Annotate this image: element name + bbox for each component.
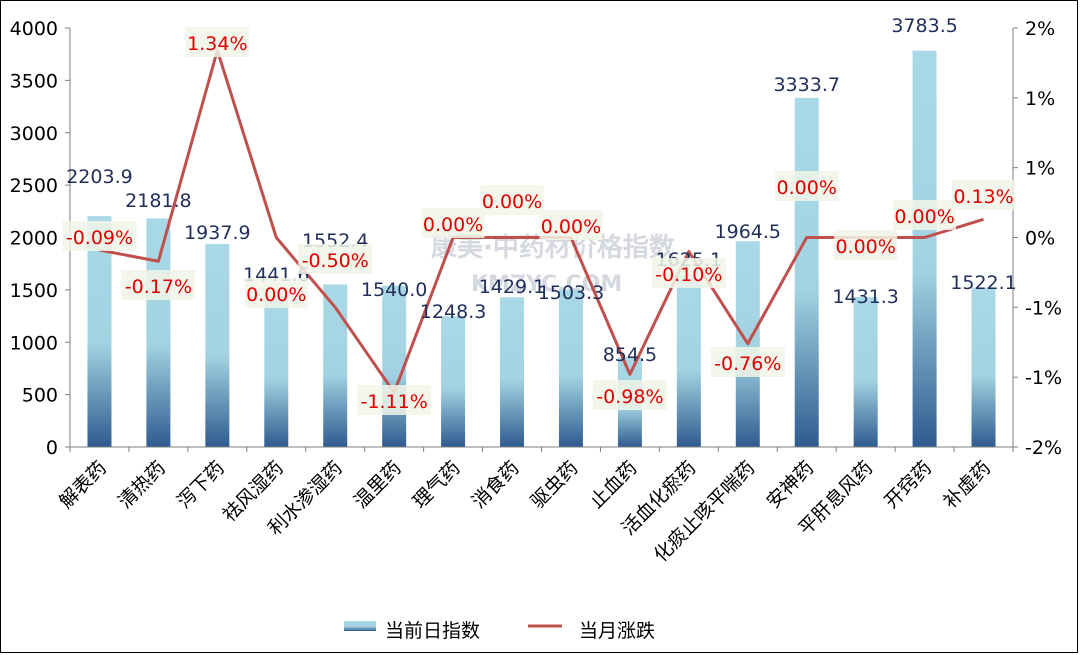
pct-label-4: -0.50%	[302, 250, 369, 272]
pct-label-5: -1.11%	[361, 391, 428, 413]
pct-label-bg-6	[421, 208, 485, 238]
pct-label-bg-10	[651, 258, 726, 288]
x-tick-label-5: 温里药	[350, 457, 406, 513]
bar-series	[87, 50, 996, 447]
y-left-tick-2: 1000	[10, 332, 58, 354]
pct-label-2: 1.34%	[187, 33, 247, 55]
legend-label-bar: 当前日指数	[385, 620, 480, 642]
bar-2	[205, 244, 230, 447]
bar-7	[500, 297, 525, 447]
pct-label-3: 0.00%	[246, 284, 306, 306]
pct-label-14: 0.00%	[894, 206, 954, 228]
bar-value-label-13: 1431.3	[832, 286, 898, 308]
pct-label-bg-14	[893, 200, 957, 230]
pct-label-bg-1	[121, 270, 196, 300]
pct-label-bg-8	[539, 210, 603, 240]
data-labels: 2203.92181.81937.91441.61552.41540.01248…	[62, 15, 1017, 415]
y-left-tick-8: 4000	[10, 18, 58, 40]
pct-label-bg-0	[62, 221, 137, 251]
pct-label-bg-15	[952, 180, 1016, 210]
legend: 当前日指数 当月涨跌	[344, 620, 655, 642]
bar-13	[853, 297, 878, 447]
y-right-tick-5: 1%	[1025, 88, 1055, 110]
pct-label-11: -0.76%	[714, 353, 781, 375]
bar-value-label-0: 2203.9	[66, 166, 132, 188]
bar-value-label-15: 1522.1	[950, 272, 1016, 294]
bar-value-label-14: 3783.5	[891, 15, 957, 37]
x-tick-label-9: 止血药	[586, 457, 642, 513]
bar-value-label-5: 1540.0	[361, 279, 427, 301]
legend-label-line: 当月涨跌	[579, 620, 655, 642]
bar-value-label-9: 854.5	[603, 344, 657, 366]
pct-label-0: -0.09%	[66, 227, 133, 249]
y-right-tick-0: -2%	[1025, 437, 1062, 459]
pct-label-bg-2	[185, 27, 249, 57]
x-tick-label-0: 解表药	[55, 457, 111, 513]
bar-value-label-11: 1964.5	[715, 221, 781, 243]
bar-14	[912, 50, 937, 447]
pct-label-bg-7	[480, 185, 544, 215]
y-left-tick-0: 0	[46, 437, 58, 459]
bar-10	[676, 276, 701, 447]
x-tick-label-14: 开窍药	[880, 457, 936, 513]
bar-3	[264, 295, 289, 447]
bar-15	[971, 287, 996, 447]
bar-5	[382, 285, 407, 447]
x-tick-label-7: 消食药	[468, 457, 524, 513]
y-left-tick-4: 2000	[10, 228, 58, 250]
pct-label-bg-12	[775, 171, 839, 201]
y-right-tick-1: -1%	[1025, 367, 1062, 389]
pct-label-bg-13	[834, 230, 898, 260]
bar-12	[794, 97, 819, 447]
x-tick-label-11: 化痰止咳平喘药	[650, 457, 760, 567]
y-left-tick-5: 2500	[10, 175, 58, 197]
pct-label-10: -0.10%	[655, 264, 722, 286]
pct-label-bg-5	[357, 385, 432, 415]
legend-swatch-bar	[344, 621, 376, 631]
pct-label-12: 0.00%	[777, 177, 837, 199]
x-tick-label-1: 清热药	[114, 457, 170, 513]
bar-value-label-2: 1937.9	[184, 222, 250, 244]
bar-value-label-8: 1503.3	[538, 282, 604, 304]
pct-label-6: 0.00%	[423, 214, 483, 236]
pct-label-bg-9	[592, 380, 667, 410]
watermark-sub: KMZYC.COM	[471, 272, 622, 297]
pct-label-8: 0.00%	[541, 216, 601, 238]
pct-label-bg-11	[710, 347, 785, 377]
bar-4	[323, 284, 348, 447]
x-tick-label-8: 驱虫药	[527, 457, 583, 513]
pct-label-bg-3	[244, 278, 308, 308]
y-left-tick-7: 3500	[10, 70, 58, 92]
y-right-tick-6: 2%	[1025, 18, 1055, 40]
y-right-tick-3: 0%	[1025, 228, 1055, 250]
x-tick-label-6: 理气药	[409, 457, 465, 513]
y-left-tick-1: 500	[22, 385, 58, 407]
y-right-tick-2: -1%	[1025, 297, 1062, 319]
pct-label-bg-4	[298, 244, 373, 274]
bar-value-label-7: 1429.1	[479, 276, 545, 298]
bar-0	[87, 216, 112, 447]
pct-label-9: -0.98%	[596, 386, 663, 408]
pct-label-13: 0.00%	[835, 236, 895, 258]
y-right-tick-4: 1%	[1025, 158, 1055, 180]
bar-8	[558, 289, 583, 447]
bar-value-label-6: 1248.3	[420, 301, 486, 323]
bar-1	[146, 218, 171, 447]
x-tick-label-15: 补虚药	[939, 457, 995, 513]
pct-label-7: 0.00%	[482, 191, 542, 213]
bar-6	[441, 316, 466, 447]
x-tick-label-2: 泻下药	[173, 457, 229, 513]
x-tick-label-12: 安神药	[762, 457, 818, 513]
pct-label-1: -0.17%	[125, 276, 192, 298]
bar-value-label-1: 2181.8	[125, 190, 191, 212]
y-left-tick-3: 1500	[10, 280, 58, 302]
y-left-tick-6: 3000	[10, 123, 58, 145]
pct-label-15: 0.13%	[953, 186, 1013, 208]
bar-value-label-12: 3333.7	[773, 74, 839, 96]
